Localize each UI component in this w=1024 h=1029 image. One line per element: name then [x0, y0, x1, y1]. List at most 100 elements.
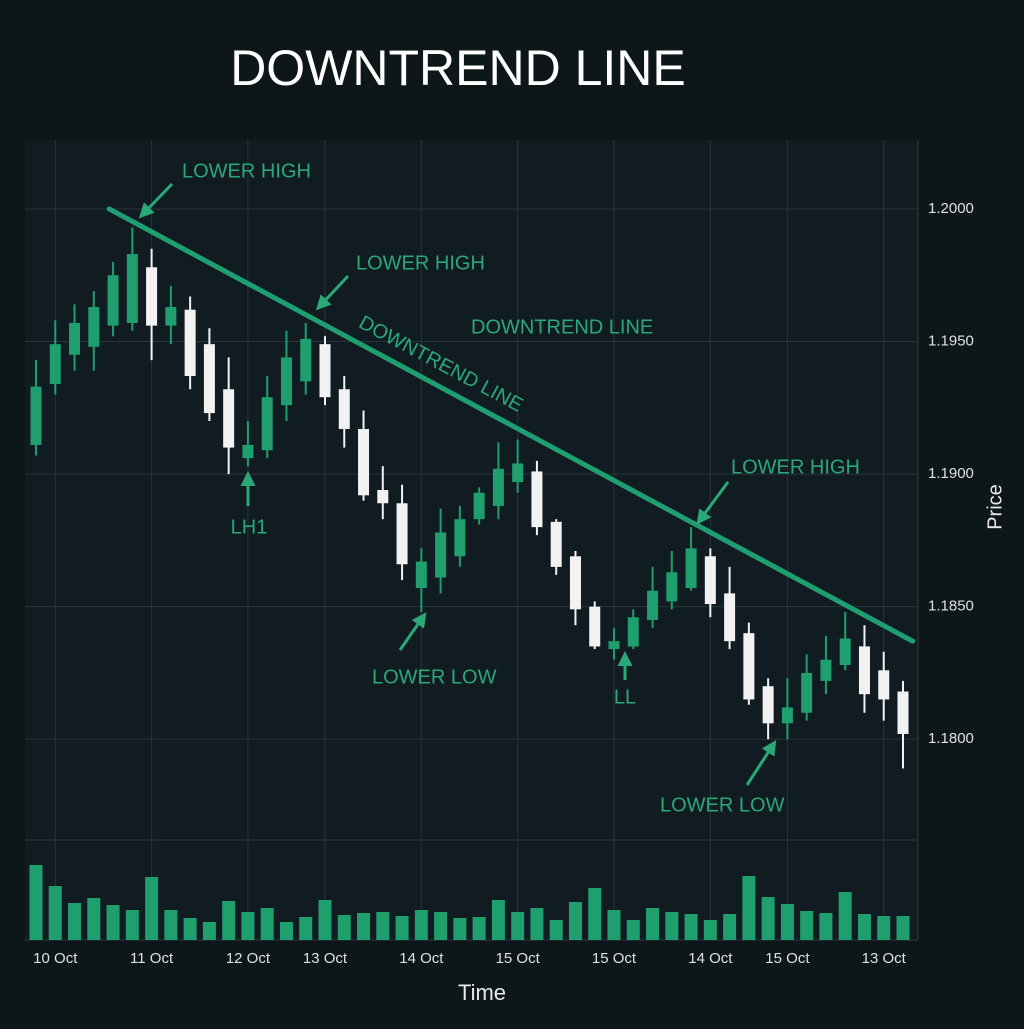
candle-body — [30, 386, 42, 445]
candle-body — [358, 429, 370, 496]
x-tick-label: 15 Oct — [496, 950, 541, 967]
candle-body — [743, 633, 755, 700]
candle-body — [223, 389, 235, 448]
candle-body — [126, 254, 138, 323]
volume-bar — [703, 920, 717, 940]
candle-body — [338, 389, 350, 430]
volume-bar — [857, 914, 871, 940]
volume-bar — [337, 915, 351, 940]
x-tick-label: 15 Oct — [592, 950, 637, 967]
volume-bar — [279, 922, 293, 940]
volume-bar — [491, 900, 505, 940]
candle-body — [627, 617, 639, 647]
y-tick-label: 1.2000 — [928, 200, 974, 217]
volume-bar — [838, 892, 852, 940]
candle-body — [165, 307, 177, 326]
candle-body — [473, 492, 485, 520]
candle-body — [858, 646, 870, 695]
x-tick-label: 14 Oct — [688, 950, 733, 967]
y-tick-label: 1.1800 — [928, 730, 974, 747]
volume-bar — [568, 902, 582, 940]
annotation-arrow — [745, 739, 777, 786]
candle-body — [88, 307, 100, 347]
candle-body — [319, 344, 331, 398]
candle-body — [724, 593, 736, 642]
candle-body — [146, 267, 158, 326]
candle-body — [685, 548, 697, 589]
volume-bar — [106, 905, 120, 940]
annotation: LOWER HIGH — [731, 456, 860, 478]
volume-bar — [549, 920, 563, 940]
candle-body — [396, 503, 408, 565]
x-tick-label: 10 Oct — [33, 950, 78, 967]
candle-body — [242, 444, 254, 459]
candle-body — [878, 670, 890, 700]
y-tick-label: 1.1900 — [928, 465, 974, 482]
annotation: DOWNTREND LINE — [471, 316, 653, 338]
candle-body — [454, 519, 466, 557]
candle-body — [589, 606, 601, 647]
candle-body — [435, 532, 447, 578]
volume-bar — [646, 908, 660, 940]
y-tick-label: 1.1850 — [928, 598, 974, 615]
x-tick-label: 13 Oct — [303, 950, 348, 967]
volume-bar — [453, 918, 467, 940]
volume-bar — [877, 916, 891, 940]
candle-body — [377, 490, 389, 504]
volume-bar — [48, 886, 62, 940]
plot-panel — [25, 140, 918, 940]
candle-body — [608, 641, 620, 650]
volume-bar — [125, 910, 139, 940]
x-tick-label: 11 Oct — [130, 950, 174, 967]
trend-line — [106, 206, 916, 644]
y-tick-label: 1.1950 — [928, 332, 974, 349]
volume-bar — [434, 912, 448, 940]
candle-body — [820, 659, 832, 681]
chart-title: DOWNTREND LINE — [230, 40, 686, 96]
volume-bar — [164, 910, 178, 940]
volume-bar — [414, 910, 428, 940]
volume-bar — [780, 904, 794, 940]
volume-bar — [742, 876, 756, 940]
candle-body — [762, 686, 774, 724]
candle-body — [781, 707, 793, 724]
volume-bar — [183, 918, 197, 940]
volume-bar — [723, 914, 737, 940]
volume-bar — [87, 898, 101, 940]
volume-bar — [800, 911, 814, 940]
x-tick-label: 15 Oct — [765, 950, 810, 967]
candle-body — [300, 338, 312, 382]
volume-bar — [896, 916, 910, 940]
candle-body — [569, 556, 581, 610]
annotation: LOWER HIGH — [356, 252, 485, 274]
annotation: LH1 — [231, 516, 268, 538]
volume-bar — [241, 912, 255, 940]
candle-body — [839, 638, 851, 665]
volume-bar — [145, 877, 159, 940]
candle-body — [801, 672, 813, 713]
annotation: LOWER LOW — [660, 794, 785, 816]
volume-bar — [530, 908, 544, 940]
candle-body — [550, 521, 562, 567]
volume-bar — [626, 920, 640, 940]
candle-body — [647, 590, 659, 620]
annotation: LOWER HIGH — [182, 160, 311, 182]
candle-body — [897, 691, 909, 734]
candle-body — [531, 471, 543, 528]
x-tick-label: 14 Oct — [399, 950, 444, 967]
volume-bar — [357, 913, 371, 940]
x-tick-label: 13 Oct — [862, 950, 907, 967]
volume-bar — [819, 913, 833, 940]
volume-bar — [222, 901, 236, 940]
volume-bar — [260, 908, 274, 940]
candle-body — [203, 344, 215, 414]
x-axis-label: Time — [458, 980, 506, 1005]
volume-bar — [761, 897, 775, 940]
annotation-arrow — [398, 612, 427, 651]
volume-bar — [68, 903, 82, 940]
volume-bar — [665, 912, 679, 940]
x-tick-label: 12 Oct — [226, 950, 271, 967]
candle-body — [280, 357, 292, 406]
candle-body — [512, 463, 524, 483]
candle-body — [69, 322, 81, 355]
